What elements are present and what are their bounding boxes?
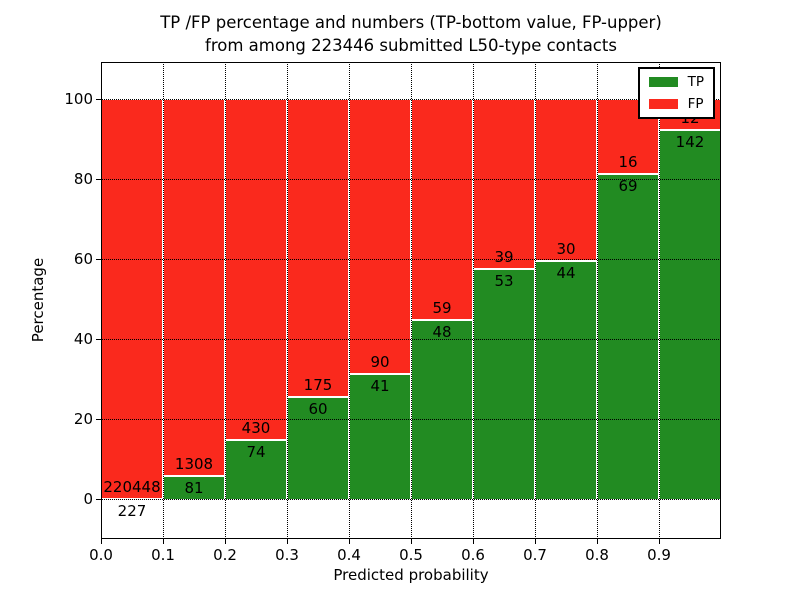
bar-segment-fp xyxy=(473,99,535,269)
legend: TP FP xyxy=(637,67,715,119)
x-axis-label: Predicted probability xyxy=(333,566,489,584)
tp-count-label: 69 xyxy=(618,177,638,196)
legend-swatch-tp xyxy=(648,77,678,87)
y-tick xyxy=(96,179,101,180)
x-gridline xyxy=(286,62,288,539)
x-tick-label: 0.6 xyxy=(461,546,485,564)
bar-segment-fp xyxy=(349,99,411,374)
tp-count-label: 41 xyxy=(370,376,390,395)
tp-count-label: 74 xyxy=(246,443,266,462)
x-tick-label: 0.3 xyxy=(275,546,299,564)
x-gridline xyxy=(534,62,536,539)
y-tick xyxy=(96,499,101,500)
x-tick xyxy=(411,539,412,544)
x-tick-label: 0.7 xyxy=(523,546,547,564)
y-tick-label: 0 xyxy=(83,490,93,508)
x-tick-label: 0.8 xyxy=(585,546,609,564)
fp-count-label: 175 xyxy=(303,375,333,394)
x-tick-label: 0.5 xyxy=(399,546,423,564)
fp-count-label: 59 xyxy=(432,298,452,317)
x-gridline xyxy=(596,62,598,539)
x-gridline xyxy=(162,62,164,539)
x-tick xyxy=(473,539,474,544)
bar-segment-tp xyxy=(349,373,411,499)
fp-count-label: 430 xyxy=(241,419,271,438)
legend-label-fp: FP xyxy=(687,96,704,112)
x-tick xyxy=(287,539,288,544)
x-tick xyxy=(535,539,536,544)
x-gridline xyxy=(472,62,474,539)
fp-count-label: 39 xyxy=(494,247,514,266)
x-gridline xyxy=(224,62,226,539)
fp-count-label: 30 xyxy=(556,240,576,259)
y-tick xyxy=(96,259,101,260)
x-tick xyxy=(101,539,102,544)
bar-segment-fp xyxy=(535,99,597,262)
y-tick-label: 80 xyxy=(73,170,93,188)
chart-title: TP /FP percentage and numbers (TP-bottom… xyxy=(101,11,721,57)
x-tick xyxy=(659,539,660,544)
tp-count-label: 60 xyxy=(308,399,328,418)
legend-row: FP xyxy=(648,96,704,112)
y-tick xyxy=(96,339,101,340)
tp-count-label: 142 xyxy=(675,133,705,152)
y-tick xyxy=(96,99,101,100)
tp-count-label: 227 xyxy=(117,501,147,520)
y-tick-label: 20 xyxy=(73,410,93,428)
y-tick xyxy=(96,419,101,420)
x-tick-label: 0.9 xyxy=(647,546,671,564)
x-tick xyxy=(225,539,226,544)
fp-count-label: 16 xyxy=(618,153,638,172)
bar-segment-tp xyxy=(659,130,721,499)
bar-segment-tp xyxy=(287,396,349,499)
bar-segment-tp xyxy=(473,268,535,499)
x-tick-label: 0.4 xyxy=(337,546,361,564)
legend-label-tp: TP xyxy=(687,74,704,90)
fp-count-label: 220448 xyxy=(103,477,161,496)
fp-count-label: 90 xyxy=(370,352,390,371)
tp-count-label: 44 xyxy=(556,264,576,283)
tp-count-label: 81 xyxy=(184,478,204,497)
bar-segment-fp xyxy=(287,99,349,397)
chart-title-line2: from among 223446 submitted L50-type con… xyxy=(205,36,617,55)
x-tick-label: 0.0 xyxy=(89,546,113,564)
tp-count-label: 48 xyxy=(432,322,452,341)
x-gridline xyxy=(410,62,412,539)
x-gridline xyxy=(348,62,350,539)
bar-segment-fp xyxy=(411,99,473,320)
bar-segment-tp xyxy=(225,440,287,499)
bar-segment-tp xyxy=(411,319,473,499)
legend-swatch-fp xyxy=(648,99,678,109)
y-tick-label: 100 xyxy=(64,90,93,108)
bar-segment-fp xyxy=(225,99,287,441)
bar-segment-fp xyxy=(101,99,163,499)
x-tick xyxy=(597,539,598,544)
bar-segment-tp xyxy=(597,174,659,499)
x-tick-label: 0.2 xyxy=(213,546,237,564)
bar-segment-tp xyxy=(535,261,597,499)
x-tick xyxy=(163,539,164,544)
fp-count-label: 1308 xyxy=(174,454,214,473)
y-tick-label: 40 xyxy=(73,330,93,348)
tp-count-label: 53 xyxy=(494,271,514,290)
x-gridline xyxy=(658,62,660,539)
y-tick-label: 60 xyxy=(73,250,93,268)
plot-area: TP FP 220448 227 1308 81 430 74 175 60 90 41 59 48 39… xyxy=(101,62,721,539)
legend-row: TP xyxy=(648,74,704,90)
chart-title-line1: TP /FP percentage and numbers (TP-bottom… xyxy=(160,13,662,32)
x-tick xyxy=(349,539,350,544)
x-tick-label: 0.1 xyxy=(151,546,175,564)
